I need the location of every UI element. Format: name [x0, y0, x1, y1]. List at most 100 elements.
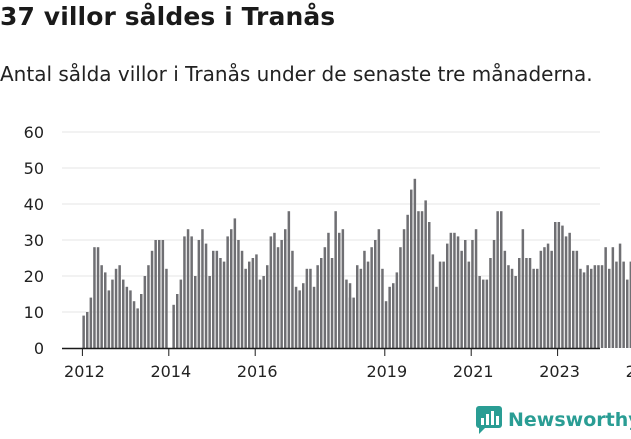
bar — [359, 268, 363, 348]
x-tick-label: 2016 — [237, 362, 278, 381]
bar — [104, 272, 107, 348]
y-tick-label: 60 — [24, 123, 44, 142]
y-tick-label: 50 — [24, 159, 44, 178]
bar — [485, 279, 489, 348]
bar — [255, 254, 258, 348]
bar — [96, 247, 100, 348]
chart-subtitle: Antal sålda villor i Tranås under de sen… — [0, 62, 593, 86]
bar — [251, 258, 255, 348]
bar — [449, 232, 453, 348]
bar — [503, 250, 507, 348]
bar — [323, 247, 327, 348]
bar — [518, 258, 521, 348]
bar — [316, 265, 319, 348]
bar — [611, 247, 615, 348]
bar — [176, 294, 179, 348]
bar — [215, 250, 219, 348]
bar — [500, 211, 503, 348]
bar — [370, 247, 373, 348]
bar — [294, 286, 298, 348]
bar — [410, 189, 413, 348]
bar — [190, 236, 193, 348]
bar — [579, 268, 582, 348]
bar — [402, 229, 406, 348]
bar — [388, 286, 391, 348]
bar — [125, 286, 129, 348]
bar — [327, 232, 330, 348]
bar — [363, 250, 366, 348]
bar — [424, 200, 427, 348]
bar — [356, 265, 359, 348]
x-tick-label: 2012 — [64, 362, 105, 381]
bar — [446, 243, 449, 348]
bar — [143, 276, 147, 348]
bar — [348, 297, 352, 348]
bar — [341, 229, 345, 348]
bar — [428, 222, 431, 348]
x-axis: 2012 2014 2016 2019 2021 2023 2025 — [62, 347, 631, 381]
bar — [532, 268, 535, 348]
bar — [593, 265, 597, 348]
bar — [590, 268, 593, 348]
bar — [492, 240, 496, 348]
bar — [291, 250, 294, 348]
bar — [582, 272, 586, 348]
bar — [298, 290, 301, 348]
bar — [550, 250, 553, 348]
bar — [597, 265, 600, 348]
bar — [420, 211, 424, 348]
bar — [489, 258, 492, 348]
x-tick-label: 2025 — [626, 362, 631, 381]
y-tick-label: 20 — [24, 267, 44, 286]
bar — [194, 276, 197, 348]
bar — [572, 250, 575, 348]
bar — [557, 222, 561, 348]
bar — [111, 279, 114, 348]
chat-chart-icon — [476, 406, 502, 434]
x-tick-label: 2019 — [366, 362, 407, 381]
bar — [266, 265, 269, 348]
bar — [554, 222, 557, 348]
bar — [233, 218, 237, 348]
bar — [539, 250, 543, 348]
bar — [147, 265, 150, 348]
bar — [352, 297, 355, 348]
bar — [528, 258, 532, 348]
bar — [158, 240, 161, 348]
bar — [442, 261, 445, 348]
bar — [338, 232, 341, 348]
bar — [197, 240, 201, 348]
bar — [312, 286, 316, 348]
bar — [507, 265, 510, 348]
bar — [604, 247, 607, 348]
bar — [100, 265, 103, 348]
bar — [302, 283, 305, 348]
bar — [136, 308, 139, 348]
bar — [392, 283, 395, 348]
bar — [93, 247, 96, 348]
bar — [435, 286, 438, 348]
bar — [262, 276, 265, 348]
bar — [618, 243, 622, 348]
newsworthy-logo: Newsworthy — [476, 406, 631, 434]
bar — [608, 268, 611, 348]
bar — [536, 268, 539, 348]
bar — [165, 268, 168, 348]
y-tick-label: 40 — [24, 195, 44, 214]
bar — [240, 250, 244, 348]
bar — [129, 290, 132, 348]
bar — [600, 265, 604, 348]
bar — [438, 261, 442, 348]
bar — [464, 240, 467, 348]
bar — [284, 229, 287, 348]
bar — [122, 279, 125, 348]
bar — [546, 243, 550, 348]
bar — [471, 240, 474, 348]
bar — [287, 211, 291, 348]
bar — [132, 301, 136, 348]
bar — [118, 265, 121, 348]
y-tick-label: 30 — [24, 231, 44, 250]
bar — [212, 250, 215, 348]
bar — [244, 268, 247, 348]
